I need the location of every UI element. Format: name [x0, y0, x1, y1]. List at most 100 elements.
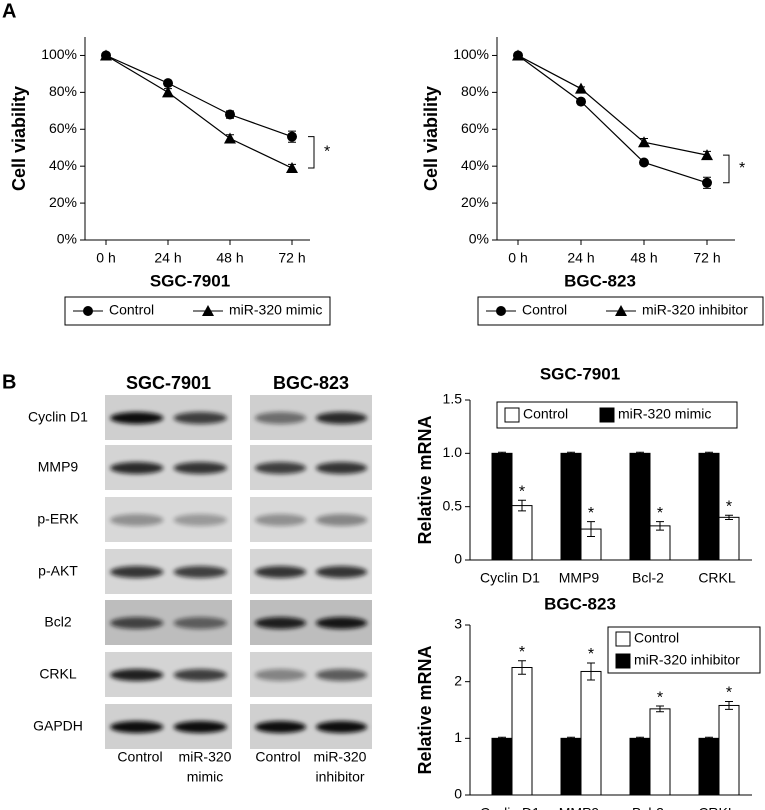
significance-bracket: [723, 154, 730, 184]
bar: [718, 704, 740, 796]
legend-box: [64, 296, 331, 326]
y-tick-label: 40%: [461, 157, 489, 173]
blot-band: [110, 721, 164, 733]
error-bar: [705, 736, 713, 740]
marker: [496, 306, 506, 316]
y-tick-label: 1: [454, 729, 462, 745]
blot-band: [173, 721, 227, 733]
marker: [702, 177, 712, 188]
blot-band: [315, 462, 368, 474]
marker: [576, 96, 586, 107]
panel-label: A: [2, 0, 16, 22]
western-blot: SGC-7901 BGC-823 Cyclin D1 MMP9 p-ERK p-AKT Bc…: [28, 373, 372, 785]
significance-mark: *: [519, 644, 525, 661]
significance-mark: *: [588, 646, 594, 663]
blot-band: [315, 669, 368, 681]
marker: [286, 162, 298, 174]
bar: [491, 452, 513, 561]
blot-band: [254, 721, 307, 733]
x-tick-label: MMP9: [559, 570, 600, 586]
y-tick-label: 60%: [49, 120, 77, 136]
error-bar: [636, 736, 644, 740]
blot-row-label: Cyclin D1: [28, 409, 88, 425]
blot-band: [173, 462, 227, 474]
marker: [615, 305, 627, 316]
x-tick-label: MMP9: [559, 805, 600, 810]
legend-swatch: [615, 631, 631, 647]
y-tick-label: 20%: [461, 194, 489, 210]
legend-swatch: [599, 407, 615, 423]
error-bar: [587, 521, 595, 538]
x-tick-label: 48 h: [630, 250, 657, 266]
y-axis-label: Relative mRNA: [415, 415, 435, 544]
marker: [163, 78, 173, 89]
blot-band: [173, 412, 227, 424]
marker: [638, 136, 650, 148]
blot-band: [110, 514, 164, 526]
x-tick-label: Bcl-2: [632, 805, 664, 810]
marker: [83, 306, 93, 316]
y-tick-label: 1.5: [443, 391, 463, 407]
legend-label: Control: [634, 630, 679, 646]
significance-mark: *: [588, 505, 594, 522]
marker: [100, 49, 112, 61]
error-bar: [725, 514, 733, 520]
significance-mark: *: [519, 483, 525, 500]
blot-band: [173, 617, 227, 629]
legend-box: [496, 401, 738, 429]
x-tick-label: 24 h: [154, 250, 181, 266]
y-axis-label: Cell viability: [421, 86, 441, 191]
error-bar: [498, 451, 506, 455]
series-line: [517, 54, 708, 156]
error-bar: [518, 660, 526, 675]
bar: [580, 670, 602, 796]
y-tick-label: 0%: [469, 231, 489, 247]
y-tick-label: 60%: [461, 120, 489, 136]
series-line: [105, 54, 293, 138]
blot-band: [315, 566, 368, 578]
blot-column-title: BGC-823: [273, 373, 349, 393]
x-tick-label: 72 h: [693, 250, 720, 266]
error-bar: [498, 736, 506, 740]
significance-mark: *: [739, 160, 745, 177]
legend-label: Control: [523, 406, 568, 422]
blot-band: [110, 412, 164, 424]
blot-band: [315, 617, 368, 629]
blot-band: [315, 514, 368, 526]
legend-label: miR-320 mimic: [229, 302, 322, 318]
x-tick-label: Cyclin D1: [480, 805, 540, 810]
error-bar: [587, 662, 595, 681]
bar: [629, 737, 651, 796]
y-tick-label: 2: [454, 672, 462, 688]
error-bar: [567, 451, 575, 455]
x-tick-label: 0 h: [508, 250, 527, 266]
marker: [639, 157, 649, 168]
blot-lane-label: Control: [255, 749, 300, 765]
blot-row-label: p-AKT: [38, 563, 78, 579]
legend-label: Control: [109, 302, 154, 318]
blot-band: [315, 721, 368, 733]
chart-title: SGC-7901: [150, 271, 230, 290]
legend-label: Control: [522, 302, 567, 318]
bar: [649, 525, 671, 561]
blot-band: [110, 617, 164, 629]
x-tick-label: 72 h: [278, 250, 305, 266]
bar: [698, 737, 720, 796]
legend-label: miR-320 inhibitor: [642, 302, 748, 318]
y-tick-label: 0.5: [443, 497, 463, 513]
legend-swatch: [504, 407, 520, 423]
marker: [224, 132, 236, 144]
legend-swatch: [615, 653, 631, 669]
legend-label: miR-320 inhibitor: [634, 652, 740, 668]
significance-mark: *: [324, 144, 330, 161]
chart-title: BGC-823: [564, 271, 636, 290]
x-tick-label: 24 h: [567, 250, 594, 266]
error-bar: [656, 521, 664, 531]
legend-box: [477, 296, 764, 326]
x-tick-label: Bcl-2: [632, 570, 664, 586]
bar: [649, 708, 671, 796]
y-tick-label: 80%: [461, 83, 489, 99]
x-tick-label: CRKL: [698, 570, 736, 586]
blot-row-label: GAPDH: [33, 718, 83, 734]
error-bar: [725, 701, 733, 710]
